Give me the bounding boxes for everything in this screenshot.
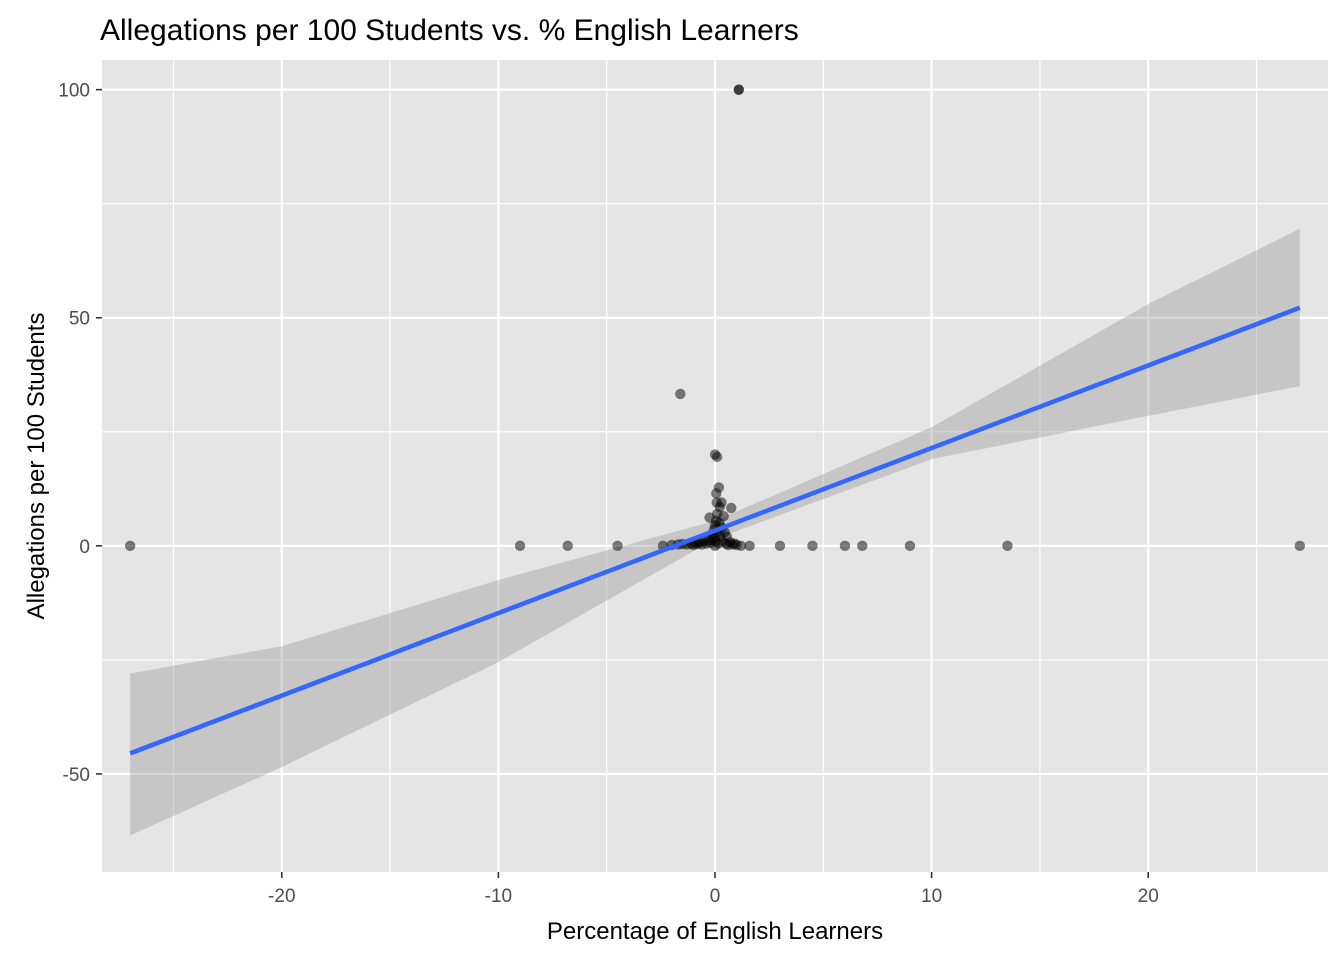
data-point (1294, 540, 1306, 552)
x-axis: -20 -10 0 10 20 (268, 872, 1159, 907)
data-point (612, 540, 623, 552)
data-point (718, 510, 729, 522)
fit-line-layer (129, 305, 1301, 756)
y-tick-label: 100 (58, 81, 90, 102)
data-point (562, 540, 573, 552)
x-tick-label: 0 (710, 886, 721, 907)
x-tick-label: -20 (268, 886, 295, 907)
data-point (1002, 540, 1013, 552)
data-point (514, 540, 526, 552)
data-point (744, 540, 755, 552)
data-point (124, 540, 136, 552)
data-point (726, 502, 737, 514)
y-axis-title: Allegations per 100 Students (23, 313, 50, 620)
data-point (713, 482, 725, 493)
data-point (716, 497, 727, 508)
data-point (675, 388, 686, 400)
x-tick-label: 10 (921, 886, 942, 907)
y-tick-label: 0 (79, 537, 90, 558)
x-axis-title: Percentage of English Learners (547, 918, 883, 945)
y-tick-label: -50 (63, 765, 90, 786)
y-axis: -50 0 50 100 (58, 81, 102, 786)
y-tick-label: 50 (69, 309, 90, 330)
x-tick-label: -10 (485, 886, 512, 907)
data-point (711, 451, 723, 463)
x-tick-label: 20 (1138, 886, 1159, 907)
regression-line (129, 305, 1301, 756)
data-point (733, 84, 745, 95)
data-point (735, 540, 747, 552)
data-point (839, 540, 851, 552)
data-point (774, 540, 786, 552)
data-point (857, 540, 868, 552)
data-point (904, 540, 916, 552)
chart-title: Allegations per 100 Students vs. % Engli… (100, 14, 799, 47)
data-point (807, 540, 818, 552)
